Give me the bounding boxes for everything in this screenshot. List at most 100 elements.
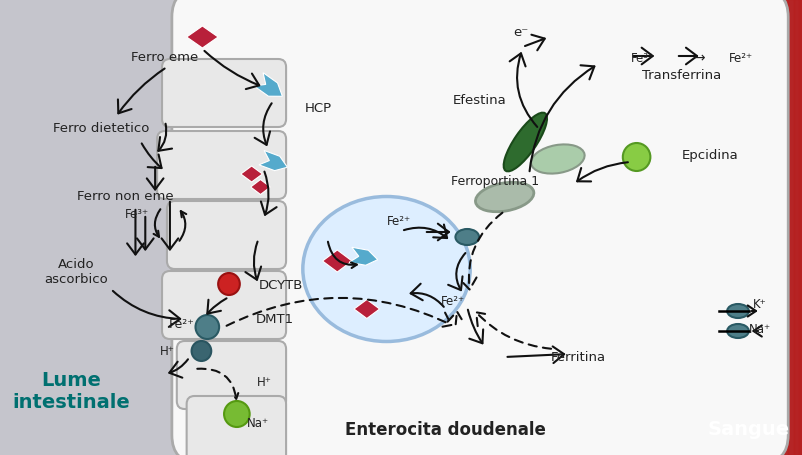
Bar — [566, 0, 572, 455]
Bar — [485, 0, 490, 455]
Circle shape — [224, 401, 249, 427]
Bar — [712, 0, 718, 455]
Bar — [674, 0, 680, 455]
Text: Fe²⁺: Fe²⁺ — [168, 318, 195, 331]
Ellipse shape — [531, 145, 585, 174]
Polygon shape — [259, 151, 287, 171]
Circle shape — [192, 341, 211, 361]
Bar — [772, 0, 777, 455]
Bar — [755, 0, 761, 455]
Bar — [653, 0, 658, 455]
Bar — [739, 0, 745, 455]
Bar — [501, 0, 507, 455]
Bar — [788, 0, 794, 455]
Polygon shape — [322, 250, 352, 273]
Bar — [615, 0, 620, 455]
Text: Transferrina: Transferrina — [642, 68, 722, 81]
Polygon shape — [349, 248, 378, 266]
Bar — [702, 0, 707, 455]
Text: Ferro dietetico: Ferro dietetico — [53, 121, 149, 134]
Text: Epcidina: Epcidina — [682, 148, 739, 161]
Bar — [751, 0, 755, 455]
Bar — [529, 0, 533, 455]
Bar — [626, 0, 631, 455]
Bar — [533, 0, 539, 455]
Bar — [577, 0, 582, 455]
Text: Efestina: Efestina — [453, 93, 507, 106]
Bar — [734, 0, 739, 455]
Text: Fe³⁺: Fe³⁺ — [125, 208, 149, 221]
Bar — [545, 0, 550, 455]
FancyBboxPatch shape — [187, 396, 286, 455]
Bar — [593, 0, 598, 455]
Bar — [707, 0, 712, 455]
Bar — [647, 0, 653, 455]
Text: Fe³⁺: Fe³⁺ — [630, 51, 654, 64]
Text: H⁺: H⁺ — [257, 376, 271, 389]
Text: DMT1: DMT1 — [256, 313, 294, 326]
Bar — [555, 0, 561, 455]
FancyBboxPatch shape — [176, 341, 286, 409]
Text: DCYTB: DCYTB — [258, 279, 303, 292]
Text: e⁻: e⁻ — [512, 25, 528, 38]
FancyBboxPatch shape — [162, 271, 286, 339]
Bar — [686, 0, 691, 455]
Text: Ferritina: Ferritina — [551, 351, 606, 364]
Bar — [794, 0, 799, 455]
Bar — [637, 0, 642, 455]
Bar — [783, 0, 788, 455]
Text: Na⁺: Na⁺ — [247, 417, 269, 430]
Bar — [658, 0, 664, 455]
Bar — [691, 0, 696, 455]
Bar — [610, 0, 615, 455]
Bar — [604, 0, 610, 455]
Text: Fe²⁺: Fe²⁺ — [729, 51, 753, 64]
Bar — [523, 0, 529, 455]
FancyBboxPatch shape — [167, 202, 286, 269]
Text: Fe²⁺: Fe²⁺ — [440, 295, 464, 308]
Text: Na⁺: Na⁺ — [749, 323, 771, 336]
Bar — [539, 0, 545, 455]
Circle shape — [196, 315, 219, 339]
Bar — [799, 0, 802, 455]
Ellipse shape — [504, 113, 547, 172]
FancyBboxPatch shape — [157, 131, 286, 200]
Bar — [588, 0, 593, 455]
Text: Acido
ascorbico: Acido ascorbico — [44, 258, 108, 285]
Polygon shape — [251, 180, 270, 195]
Text: Enterocita doudenale: Enterocita doudenale — [345, 420, 546, 438]
Bar — [561, 0, 566, 455]
Bar — [761, 0, 767, 455]
Text: Ferroportina 1: Ferroportina 1 — [451, 175, 539, 188]
Ellipse shape — [476, 183, 534, 212]
Text: H⁺: H⁺ — [160, 345, 175, 358]
Bar — [550, 0, 555, 455]
Bar — [669, 0, 674, 455]
Circle shape — [218, 273, 240, 295]
Text: Ferro non eme: Ferro non eme — [77, 190, 174, 203]
Bar — [642, 0, 647, 455]
Text: →: → — [693, 51, 704, 65]
Bar — [767, 0, 772, 455]
FancyBboxPatch shape — [162, 60, 286, 128]
Polygon shape — [254, 73, 282, 97]
Polygon shape — [187, 27, 218, 49]
Text: HCP: HCP — [305, 101, 332, 114]
Text: Ferro eme: Ferro eme — [132, 51, 199, 63]
Bar — [582, 0, 588, 455]
Bar — [572, 0, 577, 455]
Bar — [490, 0, 496, 455]
Bar — [496, 0, 501, 455]
Bar — [729, 0, 734, 455]
Bar — [723, 0, 729, 455]
Circle shape — [623, 144, 650, 172]
Bar — [620, 0, 626, 455]
Polygon shape — [241, 167, 262, 182]
Bar — [507, 0, 512, 455]
FancyBboxPatch shape — [172, 0, 788, 455]
Ellipse shape — [727, 324, 749, 338]
Bar — [598, 0, 604, 455]
Bar — [777, 0, 783, 455]
Text: Fe²⁺: Fe²⁺ — [387, 215, 411, 228]
Text: Sangue: Sangue — [708, 420, 790, 439]
